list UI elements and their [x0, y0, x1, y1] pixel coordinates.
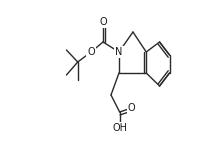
Text: O: O: [128, 103, 135, 113]
Text: O: O: [99, 17, 107, 27]
Text: O: O: [87, 47, 95, 57]
Text: OH: OH: [112, 123, 127, 133]
Text: N: N: [115, 47, 123, 57]
